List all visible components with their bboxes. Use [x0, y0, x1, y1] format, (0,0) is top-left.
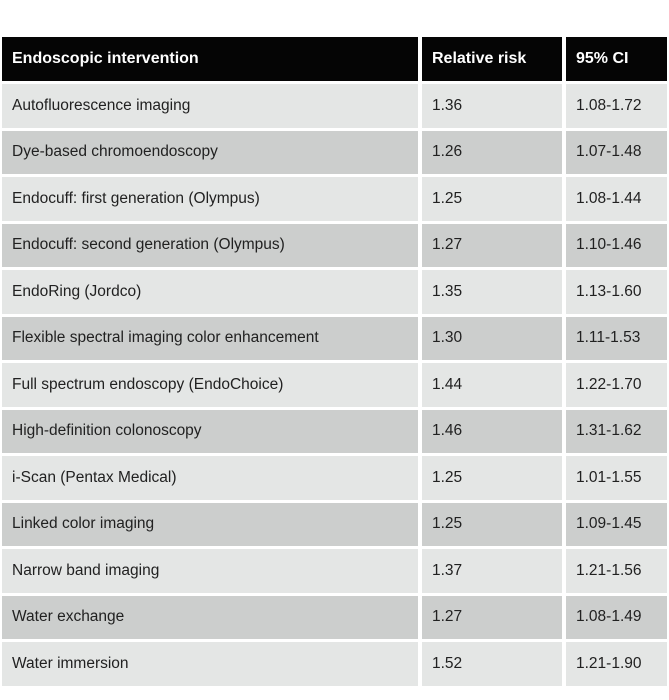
intervention-cell: Water immersion	[2, 642, 418, 686]
relative-risk-cell: 1.25	[422, 456, 562, 500]
ci-cell: 1.07-1.48	[566, 130, 667, 174]
relative-risk-cell: 1.37	[422, 549, 562, 593]
ci-cell: 1.08-1.44	[566, 177, 667, 221]
ci-cell: 1.01-1.55	[566, 456, 667, 500]
ci-cell: 1.08-1.72	[566, 84, 667, 128]
relative-risk-cell: 1.25	[422, 177, 562, 221]
intervention-cell: Endocuff: second generation (Olympus)	[2, 223, 418, 267]
intervention-cell: Linked color imaging	[2, 502, 418, 546]
intervention-cell: High-definition colonoscopy	[2, 409, 418, 453]
risk-table: Endoscopic intervention Relative risk 95…	[2, 37, 667, 686]
ci-cell: 1.08-1.49	[566, 595, 667, 639]
relative-risk-cell: 1.46	[422, 409, 562, 453]
ci-cell: 1.13-1.60	[566, 270, 667, 314]
ci-cell: 1.11-1.53	[566, 316, 667, 360]
intervention-cell: Autofluorescence imaging	[2, 84, 418, 128]
ci-cell: 1.10-1.46	[566, 223, 667, 267]
relative-risk-cell: 1.35	[422, 270, 562, 314]
relative-risk-cell: 1.52	[422, 642, 562, 686]
header-endoscopic-intervention: Endoscopic intervention	[2, 37, 418, 81]
intervention-cell: Water exchange	[2, 595, 418, 639]
intervention-cell: Full spectrum endoscopy (EndoChoice)	[2, 363, 418, 407]
relative-risk-cell: 1.30	[422, 316, 562, 360]
ci-cell: 1.31-1.62	[566, 409, 667, 453]
relative-risk-cell: 1.25	[422, 502, 562, 546]
relative-risk-cell: 1.27	[422, 223, 562, 267]
relative-risk-cell: 1.44	[422, 363, 562, 407]
intervention-cell: Dye-based chromoendoscopy	[2, 130, 418, 174]
relative-risk-cell: 1.26	[422, 130, 562, 174]
header-relative-risk: Relative risk	[422, 37, 562, 81]
intervention-cell: Endocuff: first generation (Olympus)	[2, 177, 418, 221]
header-95-ci: 95% CI	[566, 37, 667, 81]
ci-cell: 1.21-1.56	[566, 549, 667, 593]
intervention-cell: i-Scan (Pentax Medical)	[2, 456, 418, 500]
intervention-cell: Narrow band imaging	[2, 549, 418, 593]
intervention-cell: Flexible spectral imaging color enhancem…	[2, 316, 418, 360]
ci-cell: 1.09-1.45	[566, 502, 667, 546]
relative-risk-cell: 1.36	[422, 84, 562, 128]
ci-cell: 1.21-1.90	[566, 642, 667, 686]
ci-cell: 1.22-1.70	[566, 363, 667, 407]
intervention-cell: EndoRing (Jordco)	[2, 270, 418, 314]
relative-risk-cell: 1.27	[422, 595, 562, 639]
